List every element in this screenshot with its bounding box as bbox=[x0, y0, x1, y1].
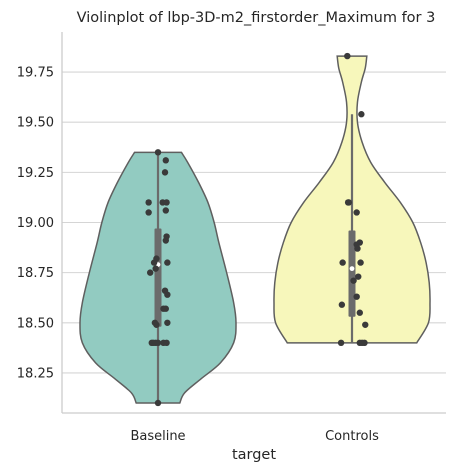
data-point bbox=[357, 259, 364, 266]
data-point bbox=[339, 259, 346, 266]
x-axis-title: target bbox=[232, 447, 276, 463]
data-point bbox=[154, 339, 162, 347]
data-point bbox=[350, 277, 357, 284]
data-point bbox=[353, 209, 360, 216]
data-point bbox=[153, 255, 160, 262]
y-tick-labels: 18.25 18.50 18.75 19.00 19.25 19.50 19.75 bbox=[17, 66, 54, 382]
data-point bbox=[164, 291, 171, 298]
data-point bbox=[338, 301, 346, 308]
data-point bbox=[162, 237, 169, 244]
data-point bbox=[154, 399, 162, 407]
data-point bbox=[152, 265, 159, 272]
data-point bbox=[354, 245, 361, 252]
y-tick-label: 18.75 bbox=[17, 266, 54, 281]
data-point bbox=[147, 269, 154, 276]
data-point bbox=[362, 321, 369, 328]
data-point bbox=[345, 199, 353, 206]
median-marker-controls bbox=[349, 266, 355, 272]
strip-points bbox=[145, 52, 369, 407]
data-point bbox=[145, 199, 152, 206]
data-point bbox=[355, 273, 362, 280]
y-tick-label: 18.50 bbox=[17, 316, 54, 331]
data-point bbox=[361, 339, 368, 347]
x-tick-label: Controls bbox=[325, 429, 379, 444]
x-tick-labels: Baseline Controls bbox=[130, 429, 379, 444]
data-point bbox=[356, 309, 363, 316]
data-point bbox=[154, 149, 162, 156]
data-point bbox=[153, 321, 160, 328]
data-point bbox=[162, 207, 169, 214]
data-point bbox=[163, 199, 170, 206]
iqr-box-baseline bbox=[154, 228, 162, 327]
y-tick-label: 18.25 bbox=[17, 366, 54, 381]
data-point bbox=[162, 157, 169, 164]
data-point bbox=[344, 52, 351, 60]
data-point bbox=[164, 319, 171, 326]
y-tick-label: 19.75 bbox=[17, 66, 54, 81]
data-point bbox=[145, 209, 152, 216]
data-point bbox=[163, 339, 170, 347]
data-point bbox=[353, 293, 360, 300]
inner-boxes bbox=[154, 114, 356, 403]
x-tick-label: Baseline bbox=[130, 429, 185, 444]
data-point bbox=[337, 339, 345, 347]
data-point bbox=[161, 169, 169, 176]
data-point bbox=[162, 305, 169, 312]
axes-frame bbox=[61, 32, 446, 414]
iqr-box-controls bbox=[348, 230, 356, 317]
chart-title: Violinplot of lbp-3D-m2_firstorder_Maxim… bbox=[77, 10, 436, 26]
y-tick-label: 19.00 bbox=[17, 216, 54, 231]
data-point bbox=[164, 259, 171, 266]
y-tick-label: 19.25 bbox=[17, 166, 54, 181]
y-tick-label: 19.50 bbox=[17, 116, 54, 131]
data-point bbox=[358, 111, 365, 118]
